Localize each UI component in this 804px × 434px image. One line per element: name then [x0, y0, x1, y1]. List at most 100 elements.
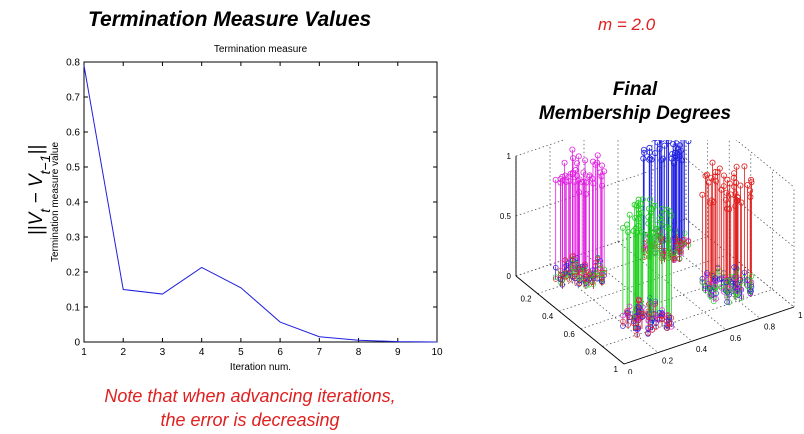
membership-marker: [665, 225, 672, 232]
membership-title-line1: Final: [612, 79, 658, 100]
z-tick-label: 0.5: [500, 212, 512, 221]
membership-marker: [658, 140, 665, 143]
y-tick-label: 0.7: [66, 93, 80, 104]
y-tick-label: 0.4: [696, 345, 708, 354]
membership-marker-low: [639, 314, 645, 320]
membership-marker-low: [566, 269, 573, 276]
membership-marker-low: [685, 238, 692, 244]
membership-marker: [586, 172, 593, 179]
membership-marker: [669, 150, 676, 157]
membership-marker: [626, 211, 633, 218]
series-line: [83, 65, 438, 343]
membership-marker-low: [666, 320, 673, 326]
membership-marker-low: [634, 332, 640, 338]
membership-marker-low: [626, 303, 633, 310]
membership-marker-low: [599, 274, 605, 281]
plot-area: [83, 61, 438, 343]
membership-marker-low: [748, 273, 755, 280]
y-tick-label: 0.2: [66, 268, 80, 279]
membership-marker-low: [640, 310, 646, 317]
membership-marker: [705, 179, 712, 186]
membership-marker: [632, 215, 639, 222]
membership-marker: [666, 208, 673, 215]
membership-marker-low: [566, 272, 573, 279]
membership-marker: [652, 150, 659, 157]
membership-marker: [570, 155, 577, 162]
y-tick-label: 0.2: [662, 357, 674, 366]
membership-marker-low: [656, 316, 663, 323]
membership-marker-low: [653, 312, 659, 319]
y-tick-label: 0: [74, 338, 80, 349]
membership-marker-low: [582, 261, 588, 268]
membership-marker: [589, 158, 596, 165]
membership-marker-low: [645, 330, 651, 336]
membership-marker-low: [597, 265, 604, 272]
y-tick-label: 0.8: [764, 322, 776, 331]
membership-marker-low: [707, 293, 713, 299]
line-chart-title: Termination measure: [214, 44, 308, 55]
membership-marker-low: [565, 260, 572, 266]
membership-marker-low: [599, 271, 605, 277]
membership-marker-low: [653, 324, 659, 330]
membership-marker-low: [552, 264, 559, 271]
membership-marker-low: [557, 272, 564, 279]
membership-marker-low: [575, 263, 582, 270]
membership-marker: [647, 196, 654, 203]
membership-marker-low: [705, 280, 712, 287]
membership-marker: [703, 171, 710, 178]
membership-marker: [640, 155, 647, 162]
membership-marker: [731, 170, 738, 177]
membership-marker-low: [653, 320, 659, 326]
membership-marker: [734, 193, 741, 200]
membership-marker: [716, 165, 723, 172]
membership-marker: [733, 163, 740, 170]
membership-marker: [597, 169, 604, 176]
x-tick-label: 0.8: [585, 347, 597, 356]
membership-marker: [571, 178, 578, 185]
floor-grid-line: [602, 289, 773, 347]
x-tick-label: 1: [81, 347, 87, 358]
membership-marker: [702, 172, 709, 179]
membership-marker-low: [576, 280, 583, 287]
x-tick-label: 3: [160, 347, 166, 358]
y-tick-label: 1: [798, 311, 803, 320]
membership-marker: [656, 215, 663, 222]
membership-marker: [713, 178, 720, 185]
membership-marker-low: [731, 273, 737, 280]
membership-marker-low: [649, 327, 656, 333]
z-tick-label: 0: [507, 272, 512, 281]
membership-marker: [561, 159, 568, 166]
membership-marker: [741, 163, 748, 170]
x-tick-label: 10: [431, 347, 443, 358]
floor-grid-line: [580, 271, 751, 330]
membership-marker: [678, 147, 685, 154]
membership-marker: [576, 176, 583, 183]
y-tick-label: 0: [628, 368, 633, 374]
membership-marker: [653, 225, 660, 232]
membership-marker: [594, 152, 601, 159]
membership-marker: [708, 174, 715, 181]
membership-marker: [722, 196, 729, 203]
membership-marker: [748, 179, 755, 186]
membership-marker-low: [640, 304, 646, 310]
membership-marker: [645, 214, 652, 221]
membership-marker-low: [699, 276, 706, 282]
membership-marker-low: [620, 318, 626, 325]
membership-marker: [562, 172, 569, 179]
membership-marker: [732, 203, 739, 210]
y-tick-label: 0.6: [730, 334, 742, 343]
membership-marker-low: [731, 264, 737, 270]
x-tick-label: 6: [277, 347, 283, 358]
membership-marker: [656, 145, 663, 152]
membership-marker-low: [738, 295, 745, 301]
membership-marker-low: [586, 271, 593, 278]
x-axis-edge: [515, 275, 625, 365]
membership-degrees-chart: 0.2 0.4 0.6 0.8 1 0 0.2 0.4 0.6 0.8 1 0 0.5 1: [500, 140, 803, 374]
x-tick-label: 2: [120, 347, 126, 358]
floor-grid-line: [617, 241, 727, 331]
floor-grid-line: [651, 230, 761, 319]
membership-marker: [670, 160, 677, 167]
formula-ylabel-text: ||Vt − Vt−1||: [26, 145, 53, 236]
membership-marker-low: [620, 312, 626, 319]
membership-marker-low: [597, 262, 604, 269]
